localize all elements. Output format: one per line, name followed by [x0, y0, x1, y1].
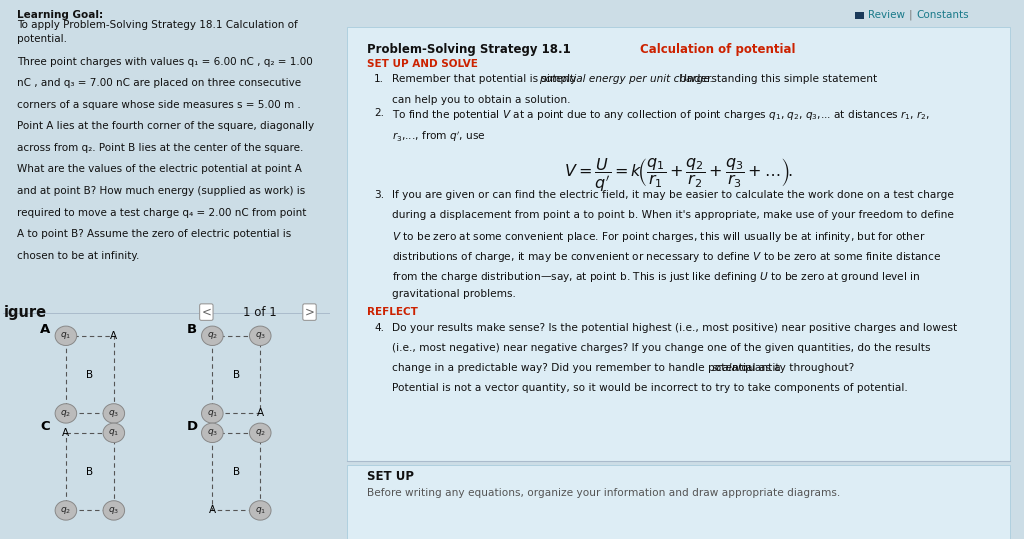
Text: Potential is not a vector quantity, so it would be incorrect to try to take comp: Potential is not a vector quantity, so i…: [391, 383, 907, 393]
Text: distributions of charge, it may be convenient or necessary to define $V$ to be z: distributions of charge, it may be conve…: [391, 250, 941, 264]
Ellipse shape: [103, 423, 125, 443]
Ellipse shape: [250, 501, 271, 520]
Text: Problem-Solving Strategy 18.1: Problem-Solving Strategy 18.1: [368, 43, 575, 56]
Text: A: A: [257, 409, 264, 418]
Text: A: A: [40, 323, 50, 336]
Text: Remember that potential is simply: Remember that potential is simply: [391, 74, 580, 85]
Text: Before writing any equations, organize your information and draw appropriate dia: Before writing any equations, organize y…: [368, 488, 841, 499]
Text: $q_1$: $q_1$: [109, 427, 120, 438]
Text: B: B: [232, 370, 240, 379]
FancyBboxPatch shape: [346, 465, 1010, 539]
Text: Point A lies at the fourth corner of the square, diagonally: Point A lies at the fourth corner of the…: [16, 121, 313, 132]
Text: B: B: [86, 370, 93, 379]
Text: If you are given or can find the electric field, it may be easier to calculate t: If you are given or can find the electri…: [391, 190, 953, 200]
Text: Constants: Constants: [916, 10, 970, 20]
Text: igure: igure: [3, 305, 46, 320]
Text: quantity throughout?: quantity throughout?: [738, 363, 854, 374]
Text: |: |: [908, 10, 912, 20]
Text: A: A: [111, 331, 118, 341]
Ellipse shape: [250, 423, 271, 443]
Text: SET UP AND SOLVE: SET UP AND SOLVE: [368, 59, 478, 70]
Text: $q_2$: $q_2$: [60, 505, 72, 516]
Text: $q_1$: $q_1$: [60, 330, 72, 341]
Text: A: A: [209, 506, 216, 515]
FancyBboxPatch shape: [346, 27, 1010, 461]
Text: B: B: [86, 467, 93, 476]
Text: scalar: scalar: [713, 363, 743, 374]
Text: >: >: [304, 306, 314, 319]
Text: B: B: [187, 323, 197, 336]
Ellipse shape: [202, 404, 223, 423]
Text: <: <: [202, 306, 211, 319]
Text: 3.: 3.: [375, 190, 384, 200]
Text: SET UP: SET UP: [368, 470, 415, 483]
Text: $q_2$: $q_2$: [60, 408, 72, 419]
Ellipse shape: [55, 404, 77, 423]
Text: Review: Review: [868, 10, 905, 20]
Text: can help you to obtain a solution.: can help you to obtain a solution.: [391, 95, 570, 105]
Text: from the charge distribution—say, at point b. This is just like defining $U$ to : from the charge distribution—say, at poi…: [391, 270, 920, 284]
Text: and at point B? How much energy (supplied as work) is: and at point B? How much energy (supplie…: [16, 186, 305, 196]
Ellipse shape: [55, 501, 77, 520]
Text: across from q₂. Point B lies at the center of the square.: across from q₂. Point B lies at the cent…: [16, 143, 303, 153]
Text: (i.e., most negative) near negative charges? If you change one of the given quan: (i.e., most negative) near negative char…: [391, 343, 930, 354]
Text: 1.: 1.: [375, 74, 384, 85]
Text: $V = \dfrac{U}{q'} = k\!\left(\dfrac{q_1}{r_1} + \dfrac{q_2}{r_2} + \dfrac{q_3}{: $V = \dfrac{U}{q'} = k\!\left(\dfrac{q_1…: [564, 156, 793, 194]
Text: Calculation of potential: Calculation of potential: [640, 43, 796, 56]
FancyBboxPatch shape: [855, 12, 864, 19]
Text: required to move a test charge q₄ = 2.00 nC from point: required to move a test charge q₄ = 2.00…: [16, 208, 306, 218]
Text: $q_1$: $q_1$: [255, 505, 266, 516]
Text: Learning Goal:: Learning Goal:: [16, 10, 102, 20]
Text: 1 of 1: 1 of 1: [243, 306, 276, 319]
Text: nC , and q₃ = 7.00 nC are placed on three consecutive: nC , and q₃ = 7.00 nC are placed on thre…: [16, 78, 301, 88]
Text: $q_1$: $q_1$: [207, 408, 218, 419]
Text: $q_3$: $q_3$: [109, 505, 120, 516]
Text: $q_2$: $q_2$: [255, 427, 266, 438]
Text: gravitational problems.: gravitational problems.: [391, 289, 515, 300]
Ellipse shape: [103, 501, 125, 520]
Text: chosen to be at infinity.: chosen to be at infinity.: [16, 251, 139, 261]
Ellipse shape: [202, 423, 223, 443]
Text: Understanding this simple statement: Understanding this simple statement: [676, 74, 877, 85]
Text: A: A: [62, 428, 70, 438]
Text: Three point charges with values q₁ = 6.00 nC , q₂ = 1.00: Three point charges with values q₁ = 6.0…: [16, 57, 312, 67]
Text: corners of a square whose side measures s = 5.00 m .: corners of a square whose side measures …: [16, 100, 300, 110]
Text: To apply Problem-Solving Strategy 18.1 Calculation of
potential.: To apply Problem-Solving Strategy 18.1 C…: [16, 20, 297, 44]
Ellipse shape: [250, 326, 271, 345]
Text: 2.: 2.: [375, 108, 384, 118]
Ellipse shape: [202, 326, 223, 345]
Text: D: D: [186, 420, 198, 433]
Text: A to point B? Assume the zero of electric potential is: A to point B? Assume the zero of electri…: [16, 229, 291, 239]
Text: $q_2$: $q_2$: [207, 330, 218, 341]
Text: $q_3$: $q_3$: [207, 427, 218, 438]
Text: To find the potential $V$ at a point due to any collection of point charges $q_1: To find the potential $V$ at a point due…: [391, 108, 930, 122]
Ellipse shape: [55, 326, 77, 345]
Text: Do your results make sense? Is the potential highest (i.e., most positive) near : Do your results make sense? Is the poten…: [391, 323, 956, 334]
Text: REFLECT: REFLECT: [368, 307, 418, 317]
Text: during a displacement from point a to point b. When it's appropriate, make use o: during a displacement from point a to po…: [391, 210, 953, 220]
Text: 4.: 4.: [375, 323, 384, 334]
Text: $q_3$: $q_3$: [255, 330, 266, 341]
Text: C: C: [41, 420, 50, 433]
Ellipse shape: [103, 404, 125, 423]
Text: What are the values of the electric potential at point A: What are the values of the electric pote…: [16, 164, 301, 175]
Text: $r_3$,..., from $q'$, use: $r_3$,..., from $q'$, use: [391, 129, 485, 144]
Text: B: B: [232, 467, 240, 476]
Text: $q_3$: $q_3$: [109, 408, 120, 419]
Text: $V$ to be zero at some convenient place. For point charges, this will usually be: $V$ to be zero at some convenient place.…: [391, 230, 925, 244]
Text: potential energy per unit charge.: potential energy per unit charge.: [539, 74, 713, 85]
Text: change in a predictable way? Did you remember to handle potential as a: change in a predictable way? Did you rem…: [391, 363, 783, 374]
